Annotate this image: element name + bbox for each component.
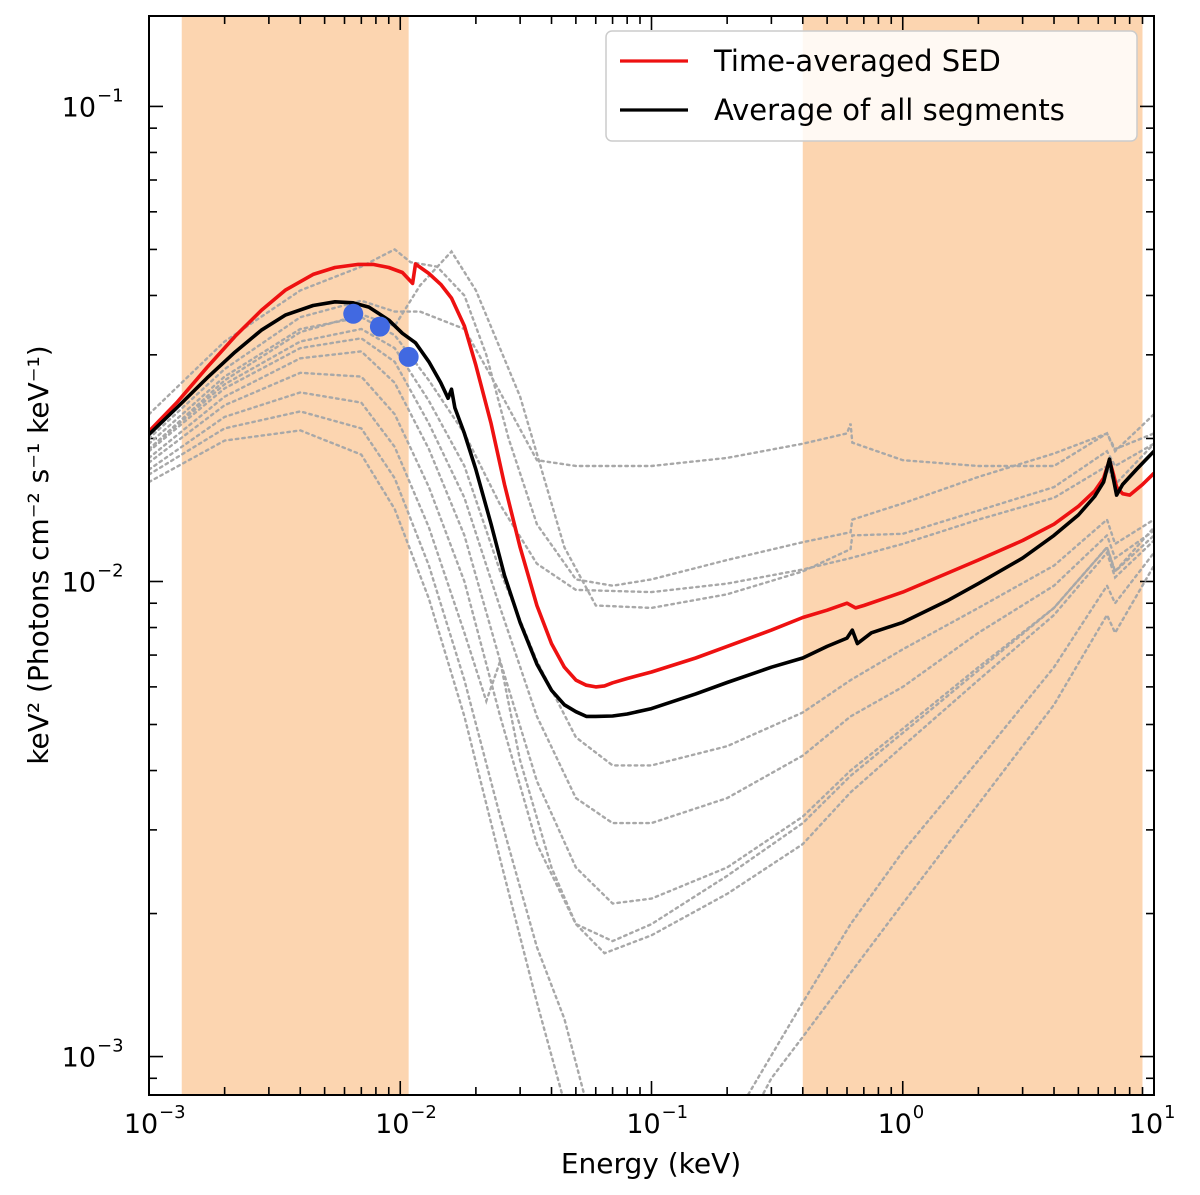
- segment-series-6: [149, 350, 1154, 905]
- y-tick-label: 10: [62, 1043, 96, 1074]
- x-tick-exponent: 1: [1164, 1102, 1175, 1123]
- segment-series-3: [149, 315, 1154, 594]
- x-tick-label: 10: [1129, 1109, 1163, 1140]
- x-tick-exponent: −2: [410, 1102, 437, 1123]
- segment-series-10: [149, 429, 1154, 1095]
- segment-series-5: [149, 337, 1154, 825]
- y-tick-exponent: −1: [97, 85, 124, 106]
- series-average-of-segments: [149, 300, 1154, 719]
- segment-series-4: [149, 327, 1154, 767]
- x-tick-exponent: −3: [159, 1102, 186, 1123]
- legend: Time-averaged SED Average of all segment…: [605, 30, 1138, 142]
- segment-series-8: [149, 391, 1154, 943]
- x-tick-label: 10: [626, 1109, 660, 1140]
- photometry-point-2: [398, 346, 419, 367]
- legend-label-average-segments: Average of all segments: [714, 93, 1065, 127]
- plot-frame: [148, 15, 1155, 1096]
- y-tick-exponent: −3: [97, 1036, 124, 1057]
- x-tick-label: 10: [375, 1109, 409, 1140]
- x-axis-title: Energy (keV): [561, 1147, 741, 1180]
- segment-series-9: [149, 410, 1154, 1095]
- axis-ticks: [148, 16, 1155, 1095]
- photometry-point-0: [343, 303, 364, 324]
- y-axis-title: keV² (Photons cm⁻² s⁻¹ keV⁻¹): [22, 345, 55, 764]
- x-tick-exponent: −1: [662, 1102, 689, 1123]
- y-tick-label: 10: [62, 567, 96, 598]
- photometry-point-1: [369, 316, 390, 337]
- shaded-band-1: [802, 16, 1143, 1095]
- plot-area: [149, 247, 1154, 1095]
- segment-series-0: [149, 247, 1154, 587]
- x-tick-label: 10: [124, 1109, 158, 1140]
- x-tick-exponent: 0: [913, 1102, 924, 1123]
- y-tick-label: 10: [62, 92, 96, 123]
- series-group: [149, 247, 1154, 1095]
- y-tick-exponent: −2: [97, 560, 124, 581]
- legend-label-time-averaged: Time-averaged SED: [713, 44, 1001, 78]
- segment-series-7: [149, 371, 1154, 955]
- shaded-band-0: [181, 16, 409, 1095]
- legend-box: [605, 30, 1138, 142]
- segment-series-1: [149, 299, 1154, 468]
- x-tick-label: 10: [878, 1109, 912, 1140]
- tick-labels: 10 −3 10 −2 10 −1 10 0 10 110 −310 −210 −1: [62, 85, 1176, 1140]
- series-time-averaged-sed: [149, 262, 1154, 689]
